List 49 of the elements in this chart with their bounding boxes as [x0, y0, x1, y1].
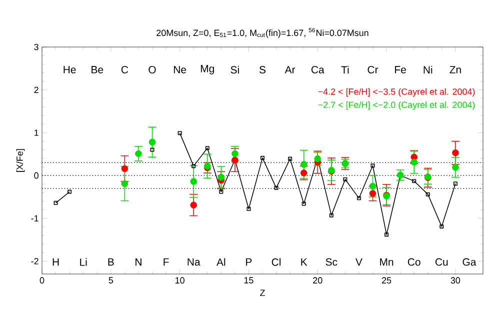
annotation: P — [246, 258, 252, 266]
annotation: C — [121, 66, 128, 74]
annotation: S — [259, 66, 266, 74]
x-tick-label: 10 — [176, 277, 184, 284]
x-tick-label: 0 — [40, 277, 44, 284]
annotation: Ga — [462, 258, 476, 266]
annotation: V — [356, 258, 362, 266]
annotation: B — [108, 258, 114, 266]
x-axis-title: Z — [260, 290, 265, 296]
annotation: F — [164, 258, 169, 266]
annotation: Fe — [395, 66, 406, 74]
y-tick-label: 3 — [34, 44, 38, 50]
annotation: Ni — [424, 66, 432, 74]
annotation: Zn — [450, 66, 461, 74]
x-tick-label: 30 — [450, 277, 460, 284]
chart-title: 20Msun, Z=0, E$_{51}$=1.0, M$_{cut}$(fin)=1.67, $^{56}$Ni=0.07Msun — [156, 28, 368, 38]
y-tick-label: 2 — [34, 86, 38, 93]
annotation: Ar — [284, 66, 296, 74]
annotation: Cu — [436, 258, 448, 266]
annotation: Co — [408, 258, 420, 266]
annotation: H — [52, 258, 59, 266]
x-tick-label: 20 — [313, 277, 322, 284]
x-tick-label: 25 — [382, 277, 392, 284]
annotation: Ne — [174, 66, 186, 74]
annotation: O — [148, 66, 156, 74]
annotation: Cr — [368, 66, 378, 74]
annotation: N — [136, 258, 142, 266]
annotation: Be — [92, 66, 104, 74]
y-tick-label: -1 — [31, 215, 38, 222]
annotation: Al — [216, 258, 226, 266]
x-tick-label: 5 — [108, 277, 114, 284]
annotation: Ti — [341, 66, 349, 74]
annotation: Mn — [380, 258, 394, 266]
annotation: Si — [230, 66, 239, 74]
annotation: Ca — [311, 66, 324, 74]
annotation: He — [64, 66, 76, 74]
annotation: Mg — [200, 65, 214, 74]
y-tick-label: 0 — [34, 172, 38, 179]
y-axis-title: [X/Fe] — [16, 149, 25, 172]
text: −2.7 < [Fe/H] <−2.0 (Cayrel et al. 2004) — [318, 101, 475, 110]
text: −4.2 < [Fe/H] <−3.5 (Cayrel et al. 2004) — [318, 88, 475, 97]
annotation: Cl — [272, 258, 281, 266]
annotation: Li — [80, 258, 87, 266]
annotation: Sc — [326, 258, 338, 266]
y-tick-label: 1 — [34, 130, 38, 136]
annotation: K — [301, 258, 308, 266]
annotation: Na — [188, 258, 200, 266]
y-tick-label: -2 — [31, 258, 38, 264]
x-tick-label: 15 — [244, 277, 254, 284]
